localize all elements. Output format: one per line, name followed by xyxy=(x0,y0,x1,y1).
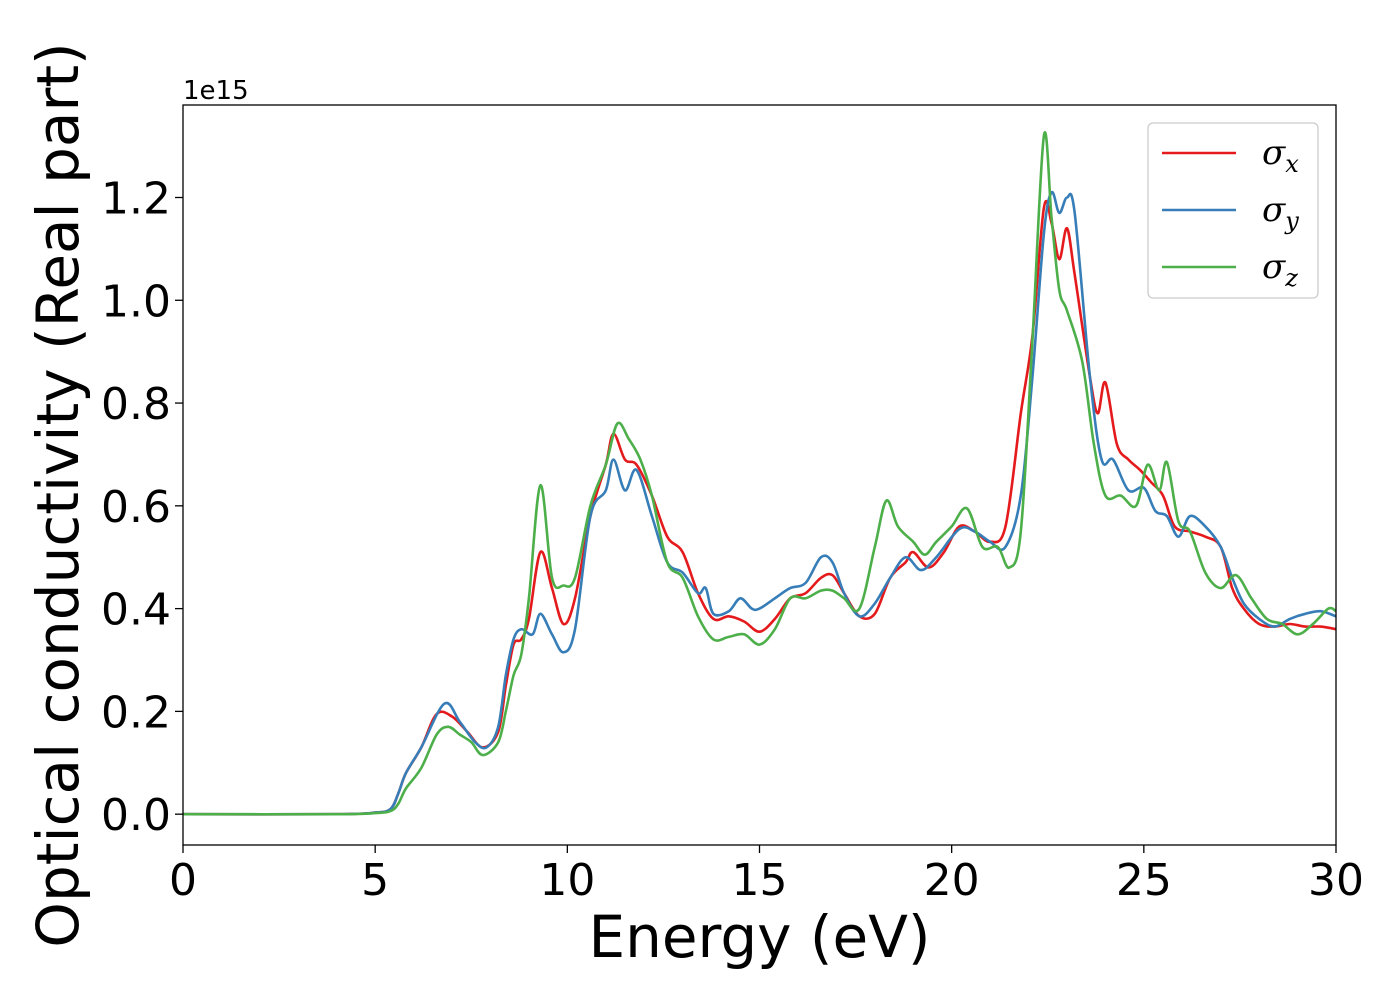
y-tick-label: 0.4 xyxy=(101,585,171,636)
legend: σx σy σz xyxy=(1147,122,1319,299)
x-tick-label: 20 xyxy=(924,855,980,906)
legend-label-x: σx xyxy=(1262,133,1299,178)
series-line-z xyxy=(183,131,1336,816)
y-axis-label: Optical conductivity (Real part) xyxy=(24,42,92,947)
y-tick-label: 0.8 xyxy=(101,379,171,430)
y-tick-label: 0.6 xyxy=(101,482,171,533)
y-axis-ticks: 0.0 0.2 0.4 0.6 0.8 1.0 1.2 xyxy=(101,174,183,841)
legend-label-z: σz xyxy=(1262,247,1298,292)
x-tick-label: 0 xyxy=(169,855,197,906)
series-lines xyxy=(183,131,1336,816)
y-tick-label: 0.2 xyxy=(101,687,171,738)
x-tick-label: 15 xyxy=(732,855,788,906)
series-line-y xyxy=(183,190,1336,816)
legend-label-y: σy xyxy=(1262,190,1299,235)
y-offset-label: 1e15 xyxy=(183,76,249,106)
y-tick-label: 1.2 xyxy=(101,174,171,225)
x-axis-label: Energy (eV) xyxy=(588,903,930,971)
x-axis-ticks: 0 5 10 15 20 25 30 xyxy=(169,845,1364,906)
y-tick-label: 1.0 xyxy=(101,276,171,327)
x-tick-label: 30 xyxy=(1308,855,1364,906)
x-tick-label: 5 xyxy=(361,855,389,906)
x-tick-label: 10 xyxy=(539,855,595,906)
x-tick-label: 25 xyxy=(1116,855,1172,906)
y-tick-label: 0.0 xyxy=(101,790,171,841)
